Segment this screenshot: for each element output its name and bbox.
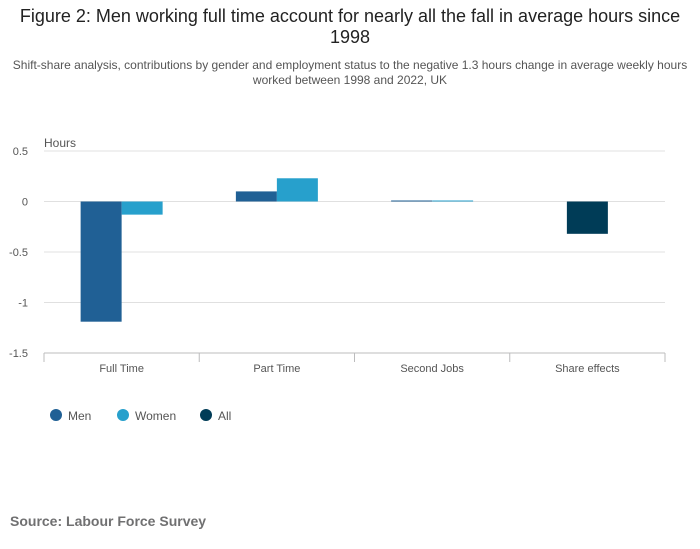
- legend-label-men: Men: [68, 409, 91, 423]
- x-tick-label: Part Time: [253, 363, 300, 375]
- x-tick-label: Full Time: [99, 363, 144, 375]
- legend-label-women: Women: [135, 409, 176, 423]
- y-tick-label: -1: [18, 298, 28, 310]
- y-axis-label: Hours: [44, 136, 76, 150]
- bar-women-second-jobs: [432, 200, 474, 202]
- legend-swatch-men: [50, 409, 62, 421]
- bar-men-second-jobs: [391, 200, 433, 202]
- bar-women-full-time: [121, 201, 163, 215]
- x-axis: Full Time Part Time Second Jobs Share effec…: [43, 352, 666, 375]
- bar-women-part-time: [276, 178, 318, 202]
- x-tick-label: Second Jobs: [400, 363, 464, 375]
- y-tick-label: -0.5: [9, 247, 28, 259]
- x-tick-label: Share effects: [555, 363, 620, 375]
- bar-men-full-time: [80, 201, 122, 322]
- legend-label-all: All: [218, 409, 231, 423]
- y-tick-label: 0.5: [13, 146, 28, 158]
- y-tick-label: -1.5: [9, 348, 28, 360]
- bars: [80, 178, 608, 322]
- bar-men-part-time: [235, 191, 277, 202]
- chart-title: Figure 2: Men working full time account …: [19, 6, 681, 47]
- legend-swatch-women: [117, 409, 129, 421]
- chart-subtitle: Shift-share analysis, contributions by g…: [12, 58, 688, 87]
- y-tick-label: 0: [22, 197, 28, 209]
- bar-all-share-effects: [566, 201, 608, 234]
- legend: Men Women All: [50, 409, 231, 423]
- source-note: Source: Labour Force Survey: [10, 513, 207, 529]
- y-axis-ticks: 0.5 0 -0.5 -1 -1.5: [9, 146, 28, 360]
- legend-swatch-all: [200, 409, 212, 421]
